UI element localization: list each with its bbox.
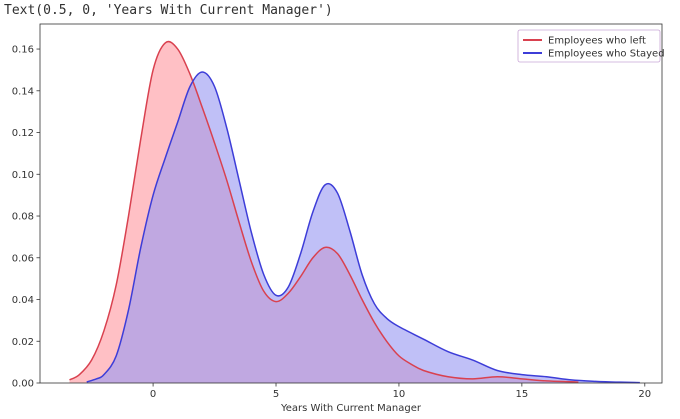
y-tick-label: 0.16: [12, 45, 34, 56]
legend: Employees who left Employees who Stayed: [518, 30, 665, 62]
y-tick-label: 0.12: [12, 128, 34, 139]
y-tick-label: 0.10: [12, 170, 34, 181]
x-tick-label: 10: [393, 389, 406, 400]
y-axis-ticks: 0.00 0.02 0.04 0.06 0.08 0.10 0.12 0.14 0.16: [12, 45, 40, 390]
legend-entry: Employees who left: [548, 36, 646, 47]
series-areas: [70, 42, 640, 383]
y-tick-label: 0.06: [12, 253, 34, 264]
x-tick-label: 20: [638, 389, 651, 400]
legend-entry: Employees who Stayed: [548, 49, 665, 60]
x-tick-label: 0: [150, 389, 156, 400]
x-tick-label: 5: [273, 389, 279, 400]
y-tick-label: 0.14: [12, 86, 34, 97]
x-axis-ticks: 0 5 10 15 20: [150, 383, 651, 400]
y-tick-label: 0.02: [12, 337, 34, 348]
y-tick-label: 0.00: [12, 379, 34, 390]
y-tick-label: 0.08: [12, 212, 34, 223]
x-axis-label: Years With Current Manager: [280, 403, 422, 414]
x-tick-label: 15: [515, 389, 528, 400]
y-tick-label: 0.04: [12, 295, 34, 306]
